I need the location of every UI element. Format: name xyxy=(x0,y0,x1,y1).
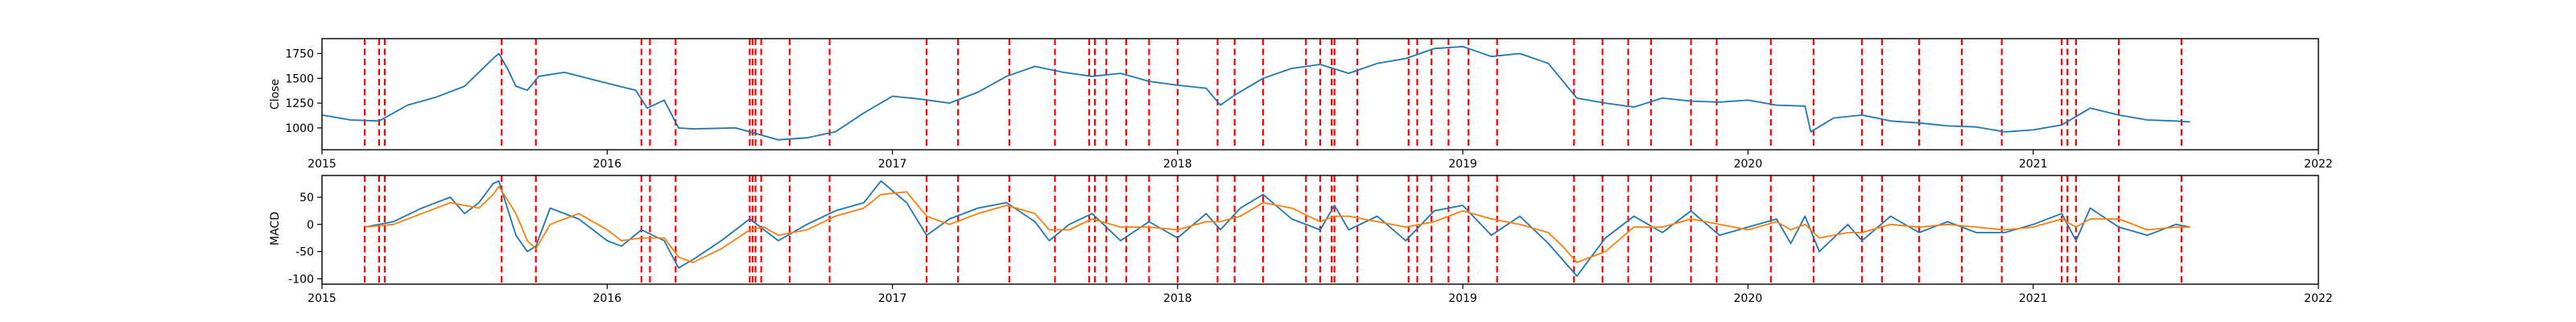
x-tick-label: 2022 xyxy=(2304,158,2333,171)
axis-ticks: 2015 2016 2017 2018 2019 2020 2021 2022 -100 -50 0… xyxy=(288,192,2333,305)
y-tick-label: 50 xyxy=(299,192,314,204)
series-line-0 xyxy=(321,46,2190,141)
x-tick-label: 2021 xyxy=(2019,292,2048,305)
series-line-1 xyxy=(365,185,2190,263)
x-tick-label: 2022 xyxy=(2304,292,2333,305)
x-tick-label: 2017 xyxy=(878,158,907,171)
x-tick-label: 2016 xyxy=(592,292,621,305)
x-tick-label: 2018 xyxy=(1163,292,1192,305)
y-tick-label: 1250 xyxy=(285,97,314,110)
x-tick-label: 2021 xyxy=(2019,158,2048,171)
x-tick-label: 2020 xyxy=(1734,158,1763,171)
y-tick-label: 1750 xyxy=(285,47,314,60)
x-tick-label: 2019 xyxy=(1448,158,1477,171)
axis-ticks: 2015 2016 2017 2018 2019 2020 2021 2022 1000 1250… xyxy=(285,47,2332,171)
x-tick-label: 2015 xyxy=(308,158,336,171)
series-lines xyxy=(364,180,2190,277)
macd-panel: MACD 2015 2016 2017 2018 2019 2020 2021 2022 -10… xyxy=(269,175,2333,305)
y-tick-label: 1000 xyxy=(285,122,314,135)
series-lines xyxy=(321,46,2190,141)
plot-area-frame xyxy=(321,38,2319,151)
x-tick-label: 2016 xyxy=(592,158,621,171)
x-tick-label: 2020 xyxy=(1734,292,1763,305)
x-tick-label: 2018 xyxy=(1163,158,1192,171)
x-tick-label: 2015 xyxy=(308,292,336,305)
series-line-0 xyxy=(364,180,2190,277)
plot-area-frame xyxy=(321,175,2319,285)
event-lines xyxy=(364,175,2182,284)
y-tick-label: 1500 xyxy=(285,72,314,85)
event-lines xyxy=(364,39,2182,150)
y-axis-label: Close xyxy=(269,79,282,109)
close-price-panel: Close 2015 2016 2017 2018 2019 2020 2021 2022 10… xyxy=(269,38,2333,171)
y-axis-label: MACD xyxy=(269,212,282,246)
x-tick-label: 2019 xyxy=(1448,292,1477,305)
y-tick-label: -100 xyxy=(288,273,314,286)
y-tick-label: -50 xyxy=(295,246,314,259)
y-tick-label: 0 xyxy=(307,219,314,232)
x-tick-label: 2017 xyxy=(878,292,907,305)
